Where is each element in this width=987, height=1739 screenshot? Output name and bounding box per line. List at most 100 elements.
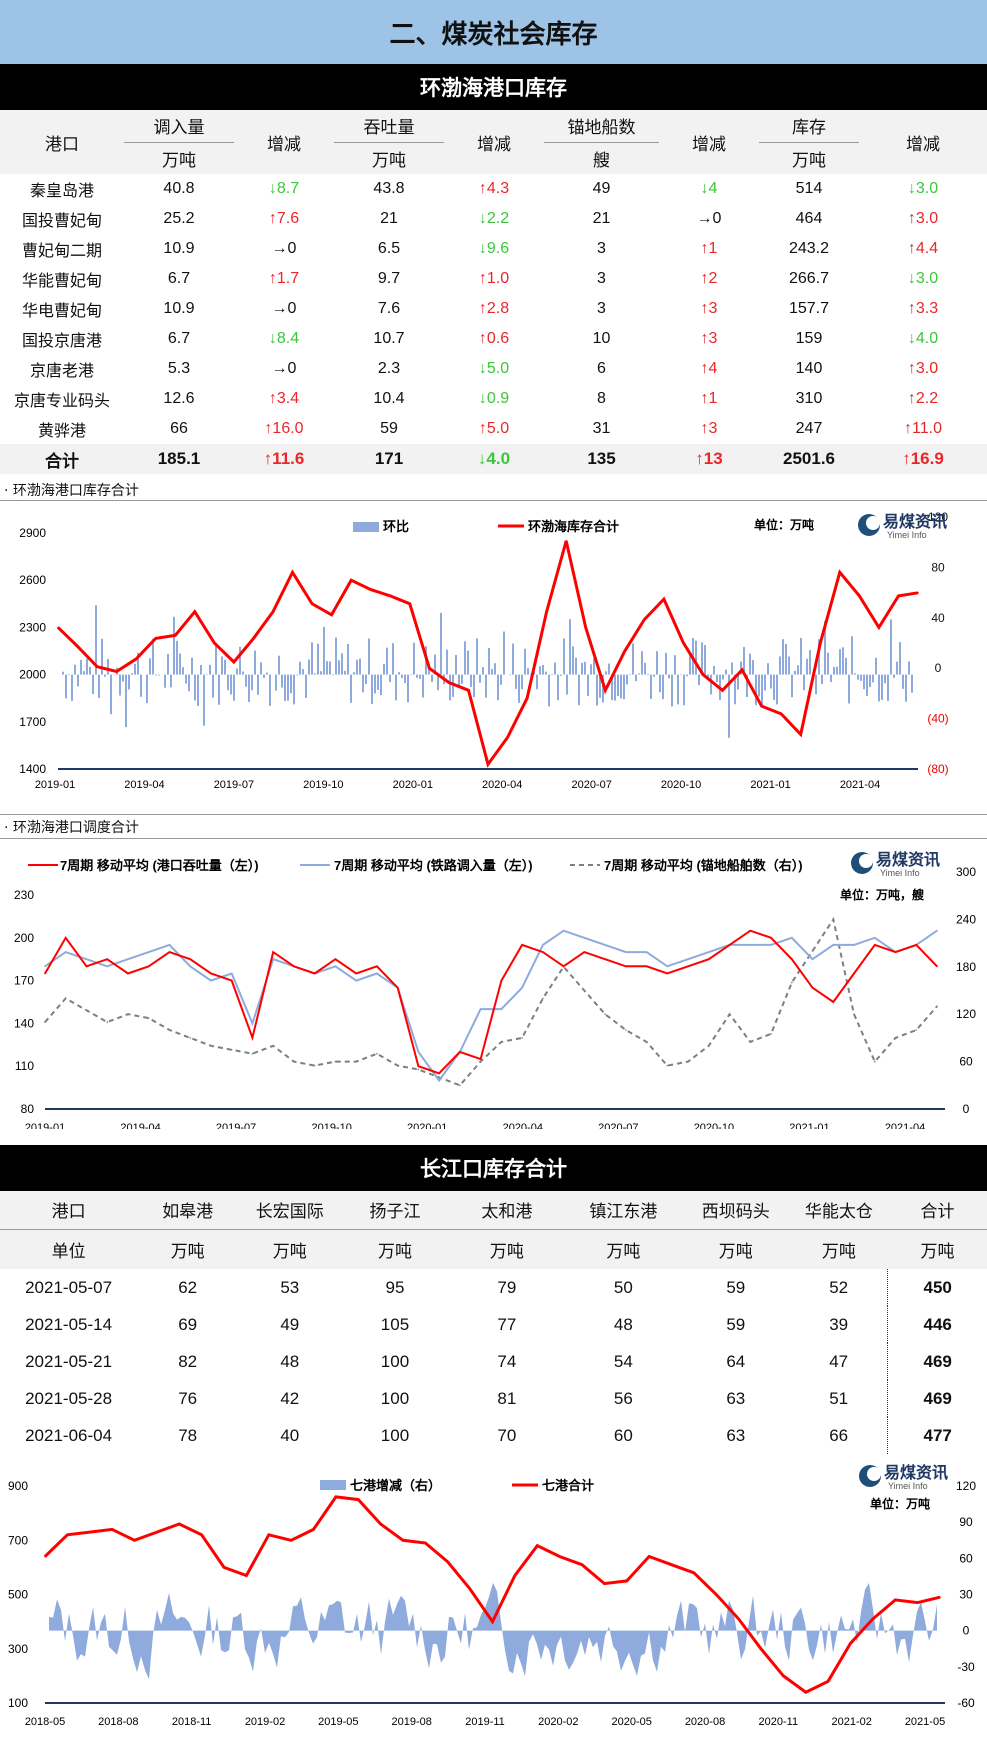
bar	[422, 674, 424, 698]
y-tick-left: 140	[14, 1016, 34, 1030]
cell-in-d: ↑11.6	[234, 444, 334, 474]
bar	[80, 659, 82, 675]
bar	[698, 674, 700, 686]
bar	[890, 619, 892, 675]
bar	[572, 646, 574, 675]
cell-st-d: ↑3.0	[907, 360, 939, 377]
bar	[224, 659, 226, 675]
cell-in-d: ↑1.7	[268, 270, 300, 287]
bar	[98, 674, 100, 698]
bar	[695, 640, 697, 675]
x-tick: 2020-10	[694, 1122, 734, 1129]
anchor-line-point	[625, 1029, 627, 1031]
value-cell: 47	[829, 1351, 849, 1371]
stock-line-point	[799, 733, 802, 736]
bar	[617, 674, 619, 697]
cell-th: 2.3	[377, 360, 401, 377]
cell-in: 10.9	[163, 240, 195, 257]
yz-col-header: 合计	[887, 1191, 987, 1229]
cell-st: 247	[795, 420, 823, 437]
bar	[263, 674, 265, 678]
bar	[305, 674, 307, 698]
bar	[191, 657, 193, 675]
chart1-label: · 环渤海港口库存合计	[4, 483, 139, 499]
stock-line-point	[584, 626, 587, 629]
cell-st: 464	[795, 210, 823, 227]
yz-col-header: 西坝码头	[681, 1191, 790, 1229]
bar	[704, 645, 706, 675]
anchor-line-point	[770, 1033, 772, 1035]
date-cell: 2021-06-04	[25, 1425, 113, 1445]
cell-th-d: ↓4.0	[444, 444, 544, 474]
change-area	[49, 1582, 937, 1680]
total-line-point	[536, 1544, 539, 1547]
bar	[869, 674, 871, 687]
bar	[557, 674, 559, 701]
y-tick-left: 110	[15, 1059, 34, 1073]
bar	[653, 674, 655, 677]
bar	[401, 674, 403, 678]
bar	[365, 674, 367, 685]
cell-th: 10.7	[373, 330, 405, 347]
cell-port: 黄骅港	[37, 423, 86, 440]
x-tick: 2020-01	[407, 1122, 447, 1129]
bar	[686, 674, 688, 677]
table-row: 京唐专业码头 12.6 ↑3.4 10.4 ↓0.9 8 ↑1 310 ↑2.2	[0, 384, 987, 414]
cell-in-d: →0	[271, 300, 297, 317]
y-tick-left: 2600	[19, 573, 46, 587]
cell-th: 171	[334, 444, 444, 474]
cell-th: 43.8	[373, 180, 405, 197]
table-row: 黄骅港 66 ↑16.0 59 ↑5.0 31 ↑3 247 ↑11.0	[0, 414, 987, 444]
value-cell: 95	[385, 1277, 405, 1297]
value-cell: 50	[613, 1277, 633, 1297]
anchor-line-point	[479, 1060, 482, 1063]
table-row: 2021-06-04 78 40 100 70 60 63 66 477	[0, 1417, 987, 1454]
bar	[866, 674, 868, 696]
bar	[125, 674, 127, 728]
bar	[848, 674, 850, 704]
cell-an-d: ↑3	[700, 330, 718, 347]
value-cell: 40	[280, 1425, 300, 1445]
bar	[836, 666, 838, 675]
bar	[353, 672, 355, 675]
bar	[887, 674, 889, 701]
bar	[371, 674, 373, 704]
bar	[467, 650, 469, 675]
cell-in: 40.8	[163, 180, 195, 197]
bar	[227, 674, 229, 691]
total-line-point	[670, 1563, 673, 1566]
anchor-line-point	[293, 1060, 295, 1063]
anchor-line-point	[44, 1021, 46, 1023]
bar	[611, 674, 613, 701]
throughput-line-point	[313, 972, 316, 975]
date-cell: 2021-05-28	[25, 1388, 113, 1408]
value-cell: 42	[280, 1388, 300, 1408]
stock-line-point	[194, 610, 196, 613]
yz-col-header: 如皋港	[137, 1191, 239, 1229]
rail-line-point	[687, 958, 689, 960]
stock-line-point	[604, 689, 607, 692]
rail-line-point	[44, 965, 46, 968]
bar	[638, 673, 640, 675]
bar	[83, 671, 85, 675]
cell-st: 266.7	[788, 270, 830, 287]
rail-line-point	[666, 965, 669, 968]
throughput-line-point	[355, 972, 357, 975]
bar	[71, 674, 73, 701]
bar	[659, 674, 661, 693]
cell-an: 6	[597, 360, 606, 377]
y-tick-right: 30	[959, 1588, 973, 1602]
stock-line-point	[741, 669, 743, 671]
rail-line-point	[355, 979, 357, 982]
logo-icon-inner	[867, 1467, 881, 1481]
total-cell: 477	[887, 1417, 987, 1454]
bar	[473, 674, 475, 698]
total-line-point	[625, 1580, 628, 1582]
cell-th: 21	[380, 210, 398, 227]
y-tick-left: 80	[21, 1102, 35, 1116]
y-tick-right: 180	[956, 960, 976, 974]
unit-anchor: 艘	[544, 142, 659, 174]
rail-line-point	[64, 951, 67, 953]
bar	[332, 674, 334, 676]
